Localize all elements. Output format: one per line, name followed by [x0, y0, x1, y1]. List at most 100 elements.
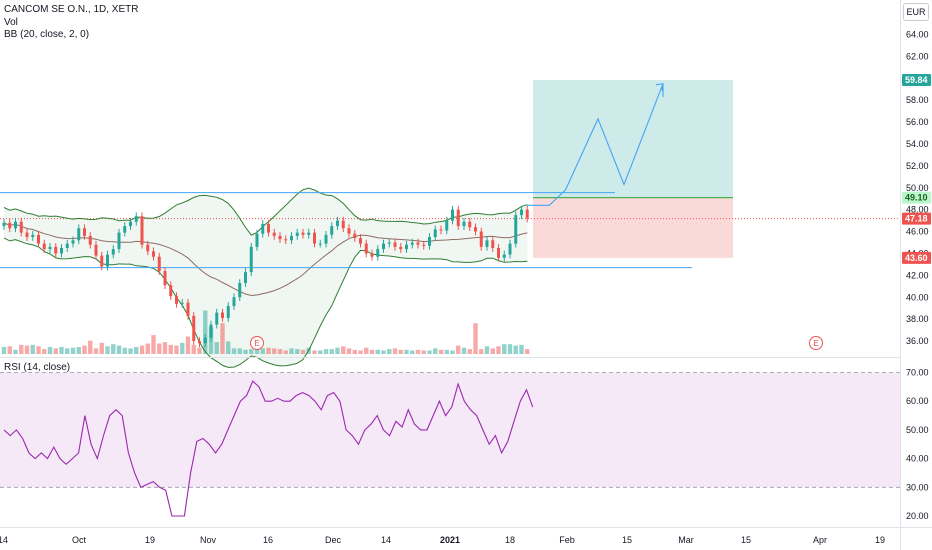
rsi-tick-label: 30.00	[906, 482, 929, 492]
volume-bar	[82, 345, 87, 354]
volume-bar	[180, 342, 185, 354]
candle-body	[14, 221, 17, 229]
candle-body	[134, 216, 138, 222]
candle	[94, 240, 98, 260]
volume-legend[interactable]: Vol	[4, 17, 18, 28]
bb-upper	[3, 187, 528, 236]
rsi-axis[interactable]: 20.00 30.00 40.00 50.00 60.00 70.00	[906, 368, 929, 522]
volume-bar	[162, 342, 168, 354]
candle-body	[497, 247, 500, 258]
volume-bar	[502, 344, 507, 354]
volume-bar	[249, 349, 254, 354]
bollinger-band-fill	[4, 188, 528, 368]
candle	[255, 229, 259, 251]
projection-path[interactable]	[526, 83, 664, 206]
time-tick-label: Mar	[678, 535, 694, 545]
candle	[198, 337, 201, 348]
symbol-title[interactable]: CANCOM SE O.N., 1D, XETR	[4, 4, 139, 15]
candle-body	[261, 223, 265, 234]
candle-body	[71, 240, 75, 244]
candle-body	[215, 312, 219, 325]
candle	[301, 228, 305, 239]
bollinger-legend[interactable]: BB (20, close, 2, 0)	[4, 29, 90, 40]
candle-body	[37, 234, 40, 244]
volume-bar	[318, 350, 323, 354]
candle	[71, 236, 75, 248]
candle	[129, 217, 132, 230]
candle-body	[301, 232, 305, 235]
candle-body	[405, 244, 408, 250]
candle-body	[451, 209, 454, 221]
earnings-marker[interactable]: E	[250, 336, 264, 350]
candle-body	[382, 243, 385, 250]
volume-bar	[214, 342, 219, 354]
candle	[295, 228, 299, 240]
candle	[468, 217, 472, 232]
earnings-marker[interactable]: E	[809, 336, 823, 350]
currency-button[interactable]: EUR	[903, 3, 929, 21]
candle-body	[203, 337, 207, 344]
candle-body	[525, 209, 529, 219]
target-zone	[533, 80, 733, 198]
candle-body	[152, 251, 155, 257]
rsi-tick-label: 50.00	[906, 425, 929, 435]
candle-body	[221, 312, 224, 319]
candle	[134, 212, 138, 226]
candle-body	[376, 249, 380, 257]
candle-body	[272, 232, 276, 236]
candle	[353, 229, 357, 242]
candle	[25, 228, 29, 241]
candle-body	[60, 247, 63, 254]
price-tag	[902, 74, 931, 87]
volume-bar	[19, 344, 24, 354]
candle	[422, 240, 426, 250]
candle	[313, 228, 316, 248]
candle-body	[485, 240, 489, 247]
candle-body	[157, 256, 161, 271]
volume-bar	[272, 348, 277, 354]
volume-bar	[438, 349, 444, 354]
price-tick-label: 46.00	[906, 227, 929, 237]
rsi-legend[interactable]: RSI (14, close)	[4, 362, 71, 373]
horizontal-levels[interactable]	[0, 192, 692, 269]
time-tick-label: 19	[875, 535, 885, 545]
price-tag	[902, 251, 931, 264]
candle-body	[336, 220, 339, 227]
price-tick-label: 58.00	[906, 95, 929, 105]
price-tick-label: 48.00	[906, 205, 929, 215]
candle	[514, 211, 518, 248]
price-tick-label: 56.00	[906, 117, 929, 127]
volume-bar	[203, 310, 208, 354]
candle	[37, 231, 40, 248]
volume-bar	[289, 348, 294, 354]
candle-body	[295, 232, 299, 236]
volume-bar	[410, 350, 415, 354]
time-axis[interactable]: 14 Oct 19 Nov 16 Dec 14 2021 18 Feb 15 Mar 15 Apr 19	[0, 535, 885, 545]
price-tick-label: 64.00	[906, 29, 929, 39]
candle-body	[347, 228, 351, 234]
rsi-band-fill	[0, 372, 900, 488]
candle	[2, 218, 6, 230]
candle-body	[370, 253, 374, 257]
price-axis[interactable]: 36.0038.0040.0042.0044.0046.0048.0050.00…	[902, 29, 931, 346]
candle-body	[180, 302, 184, 304]
volume-bar	[375, 349, 380, 354]
time-tick-label: Feb	[559, 535, 575, 545]
candle	[209, 320, 213, 342]
candle	[54, 243, 58, 258]
candle-body	[267, 223, 270, 233]
volume-bar	[461, 347, 467, 354]
time-tick-label: 14	[0, 535, 8, 545]
candle	[226, 302, 230, 322]
volume-bar	[157, 343, 162, 354]
time-tick-label: 16	[263, 535, 273, 545]
volume-bar	[329, 349, 334, 354]
candle	[376, 245, 380, 261]
volume-bar	[243, 349, 248, 354]
candle	[244, 268, 247, 287]
candle-body	[106, 254, 109, 267]
candle	[284, 235, 288, 245]
candle-body	[238, 283, 242, 298]
